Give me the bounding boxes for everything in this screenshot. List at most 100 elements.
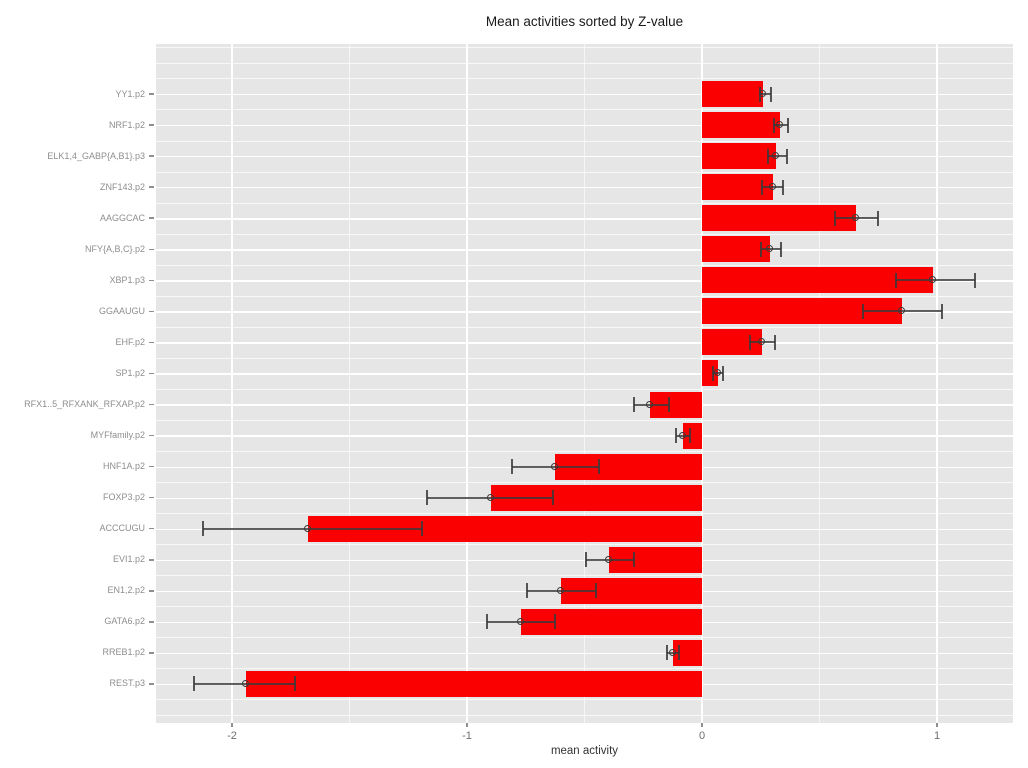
y-axis-label: EN1,2.p2 (107, 585, 145, 596)
y-axis-tick (149, 155, 154, 157)
x-axis-tick-label: 0 (698, 730, 706, 742)
error-bar-cap-high (770, 86, 773, 102)
point-estimate-circle (759, 90, 767, 97)
y-axis-label: EVI1.p2 (112, 554, 145, 565)
y-axis-label: ELK1,4_GABP{A,B1}.p3 (47, 150, 145, 161)
y-axis-label: YY1.p2 (115, 88, 145, 99)
y-axis-tick (149, 310, 154, 313)
point-estimate-circle (713, 369, 721, 377)
point-estimate-circle (517, 617, 525, 625)
bar (683, 422, 702, 449)
y-axis-tick (149, 93, 154, 95)
error-bar-cap-high (973, 272, 976, 288)
point-estimate-circle (768, 183, 776, 191)
x-axis-tick (701, 723, 703, 727)
error-bar-cap-high (786, 117, 789, 133)
x-axis-title: mean activity (550, 745, 619, 757)
y-axis-tick (149, 124, 154, 126)
y-axis-tick (149, 465, 154, 468)
error-bar-cap-high (877, 210, 880, 226)
point-estimate-circle (775, 121, 783, 129)
y-axis-tick (149, 590, 154, 592)
error-bar-cap-low (426, 490, 429, 506)
point-estimate-circle (668, 648, 676, 656)
bar (702, 205, 856, 232)
bar (702, 174, 773, 201)
y-axis-label: NFY{A,B,C}.p2 (84, 243, 145, 254)
y-axis-tick (149, 527, 154, 530)
y-axis-tick (149, 372, 154, 375)
y-axis-tick (149, 186, 154, 188)
error-bar-cap-high (595, 583, 598, 599)
error-bar-cap-high (597, 459, 600, 475)
error-bar-cap-low (201, 521, 204, 537)
gridline-vertical-major (231, 44, 233, 723)
point-estimate-circle (486, 493, 494, 501)
y-axis-label: GGAAUGU (98, 305, 145, 316)
y-axis-tick (149, 341, 154, 344)
y-axis-tick (149, 652, 154, 654)
x-axis-tick (936, 723, 938, 727)
y-axis-tick (149, 279, 154, 282)
y-axis-label: EHF.p2 (115, 336, 145, 347)
error-bar-cap-high (554, 614, 557, 630)
error-bar-cap-high (773, 334, 776, 350)
x-axis-tick-label: 1 (933, 730, 941, 742)
point-estimate-circle (646, 400, 654, 408)
y-axis-tick (149, 621, 154, 623)
y-axis-label: GATA6.p2 (104, 616, 145, 627)
error-bar-cap-low (193, 676, 196, 692)
y-axis-label: RREB1.p2 (102, 647, 145, 658)
error-bar-cap-low (766, 148, 769, 164)
plot-panel (156, 44, 1013, 723)
point-estimate-circle (772, 152, 780, 160)
point-estimate-circle (766, 245, 774, 253)
error-bar-cap-low (759, 241, 762, 257)
point-estimate-circle (242, 679, 250, 687)
point-estimate-circle (757, 338, 765, 346)
error-bar-cap-high (294, 676, 297, 692)
error-bar-cap-low (632, 397, 635, 412)
y-axis-label: REST.p3 (109, 678, 145, 689)
y-axis-label: ACCCUGU (99, 523, 145, 534)
error-bar-cap-low (675, 428, 678, 444)
point-estimate-circle (605, 555, 613, 563)
error-bar-cap-low (749, 334, 752, 350)
error-bar-cap-high (551, 490, 554, 506)
y-axis-tick (149, 683, 154, 685)
error-bar-cap-high (785, 148, 788, 164)
error-bar-cap-low (485, 614, 488, 630)
point-estimate-circle (929, 276, 937, 284)
gridline-vertical-minor (584, 44, 585, 723)
gridline-vertical-major (466, 44, 468, 723)
y-axis-label: MYFfamily.p2 (90, 430, 145, 441)
point-estimate-circle (679, 431, 687, 439)
error-bar-cap-low (833, 210, 836, 226)
y-axis-label: FOXP3.p2 (102, 492, 145, 503)
y-axis-tick (149, 434, 154, 437)
y-axis-label: ZNF143.p2 (99, 181, 145, 192)
error-bar-cap-high (722, 365, 725, 381)
bar (702, 143, 777, 170)
chart-title: Mean activities sorted by Z-value (485, 14, 684, 29)
y-axis-label: RFX1..5_RFXANK_RFXAP.p2 (24, 399, 145, 409)
x-axis-tick-label: -2 (227, 730, 237, 742)
error-bar-cap-high (782, 179, 785, 195)
y-axis-label: NRF1.p2 (108, 119, 145, 130)
y-axis-tick (149, 248, 154, 250)
error-bar-cap-low (665, 645, 668, 661)
error-bar-cap-low (584, 552, 587, 568)
error-bar-cap-low (525, 583, 528, 599)
error-bar-cap-high (677, 645, 680, 661)
error-bar-cap-low (894, 272, 897, 288)
y-axis-tick (149, 559, 154, 561)
point-estimate-circle (304, 524, 312, 532)
error-bar-cap-low (510, 459, 513, 475)
error-bar-cap-low (760, 179, 763, 195)
y-axis-label: HNF1A.p2 (102, 461, 145, 472)
point-estimate-circle (851, 214, 859, 222)
error-bar-cap-high (689, 428, 692, 444)
bar (246, 670, 702, 697)
error-bar-cap-high (421, 521, 424, 537)
